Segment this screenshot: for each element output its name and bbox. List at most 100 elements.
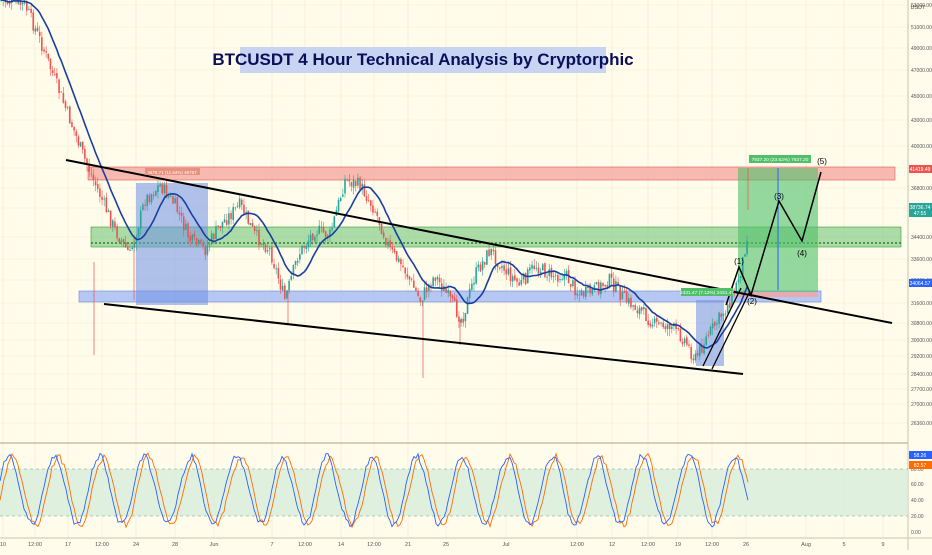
time-ticks: 10 12:00 17 12:00 24 28 Jun 7 12:00 14 12:00 21 25 Ju… (0, 542, 885, 548)
elliott-wave-path (725, 171, 822, 306)
current-price-badge (909, 203, 932, 217)
candle-body (320, 226, 323, 228)
candle-body (81, 141, 84, 150)
candle-body (468, 288, 471, 299)
candle-body (604, 284, 606, 287)
candle-body (243, 204, 245, 215)
price-tick-label: 27700.00 (911, 387, 932, 393)
candle-body (413, 280, 415, 288)
chart-annotations: 4675.71 (11.64%) 46757 7937.20 (23.62%) … (145, 155, 827, 306)
channel-line-a (702, 287, 742, 367)
candle-body (619, 285, 621, 301)
candle-body (615, 281, 617, 292)
candle-body (486, 250, 488, 265)
candle-body (174, 198, 176, 204)
long-target-label-bg (749, 155, 811, 163)
candle-body (681, 341, 684, 345)
price-tick-label: 36800.00 (911, 186, 932, 192)
candle-body (200, 239, 202, 242)
candle-body (724, 313, 727, 315)
candle-body (623, 291, 626, 293)
candle-body (389, 240, 391, 248)
candle-body (327, 235, 329, 237)
candle-body (634, 305, 637, 310)
candle-body (105, 197, 108, 213)
candle-body (253, 226, 256, 231)
candle-body (471, 283, 473, 290)
candle-body (258, 229, 260, 246)
short-label: 4675.71 (11.64%) 46757 (147, 170, 197, 175)
candle-body (6, 1, 9, 4)
price-axis: USDT 53000.00 51000.00 49000.00 47000.00 450… (907, 0, 932, 550)
indicator-tick-label: 20.00 (911, 514, 924, 520)
candle-body (662, 322, 664, 328)
candle-body (219, 226, 222, 228)
candle-body (322, 226, 325, 233)
candle-body (271, 246, 273, 263)
candle-body (118, 238, 121, 243)
candle-body (477, 264, 480, 268)
candle-body (51, 70, 54, 73)
stoch-d-value: 82.57 (914, 463, 927, 469)
candle-body (135, 236, 138, 244)
candle-body (453, 297, 456, 301)
candle-body (354, 181, 357, 187)
candle-body (694, 353, 697, 361)
candle-body (202, 242, 204, 247)
candle-body (402, 265, 404, 268)
candle-body (299, 254, 301, 260)
candle-body (223, 219, 226, 223)
candle-body (191, 234, 194, 241)
candle-body (415, 287, 417, 291)
candle-body (311, 233, 314, 241)
candle-body (213, 233, 215, 240)
candle-body (589, 284, 591, 293)
candle-body (301, 245, 303, 255)
candle-body (658, 322, 660, 324)
indicator-ticks: 80.00 60.00 40.00 20.00 0.00 (911, 467, 924, 536)
channel-line-b (711, 290, 751, 370)
candle-body (552, 276, 555, 277)
candle-body (391, 247, 394, 250)
candle-body (496, 263, 499, 267)
candle-body (204, 246, 207, 256)
candle-body (729, 302, 731, 308)
candle-body (30, 8, 32, 13)
wave-3-label: (3) (774, 192, 784, 201)
candle-body (660, 322, 662, 324)
candle-body (56, 73, 58, 79)
candle-body (408, 276, 411, 280)
time-tick-label: 24 (133, 542, 139, 548)
moving-average-line (0, 0, 748, 349)
price-tick-label: 34400.00 (911, 235, 932, 241)
candle-body (520, 280, 523, 285)
currency-label: USDT (911, 5, 927, 11)
candle-body (23, 1, 26, 4)
time-tick-label: 12:00 (95, 542, 109, 548)
candle-body (129, 249, 131, 251)
candle-body (292, 264, 295, 276)
mid-zone (90, 226, 902, 248)
candle-body (376, 211, 379, 216)
candle-body (397, 258, 400, 262)
time-tick-label: 5 (842, 542, 845, 548)
candle-body (608, 274, 611, 288)
candle-body (47, 53, 50, 59)
time-tick-label: Jul (502, 542, 509, 548)
time-tick-label: 12:00 (570, 542, 584, 548)
time-tick-label: 21 (405, 542, 411, 548)
candle-body (503, 265, 505, 271)
candle-body (492, 249, 495, 252)
candle-body (75, 131, 78, 136)
candle-body (163, 184, 166, 193)
candle-body (77, 136, 80, 146)
price-tick-label: 30800.00 (911, 321, 932, 327)
candle-body (316, 234, 318, 237)
candle-body (511, 276, 514, 282)
stoch-k-badge (909, 451, 932, 459)
candle-body (529, 267, 531, 271)
candle-body (406, 274, 409, 278)
candle-body (21, 2, 24, 5)
candle-body (703, 344, 705, 354)
candle-body (597, 282, 600, 295)
